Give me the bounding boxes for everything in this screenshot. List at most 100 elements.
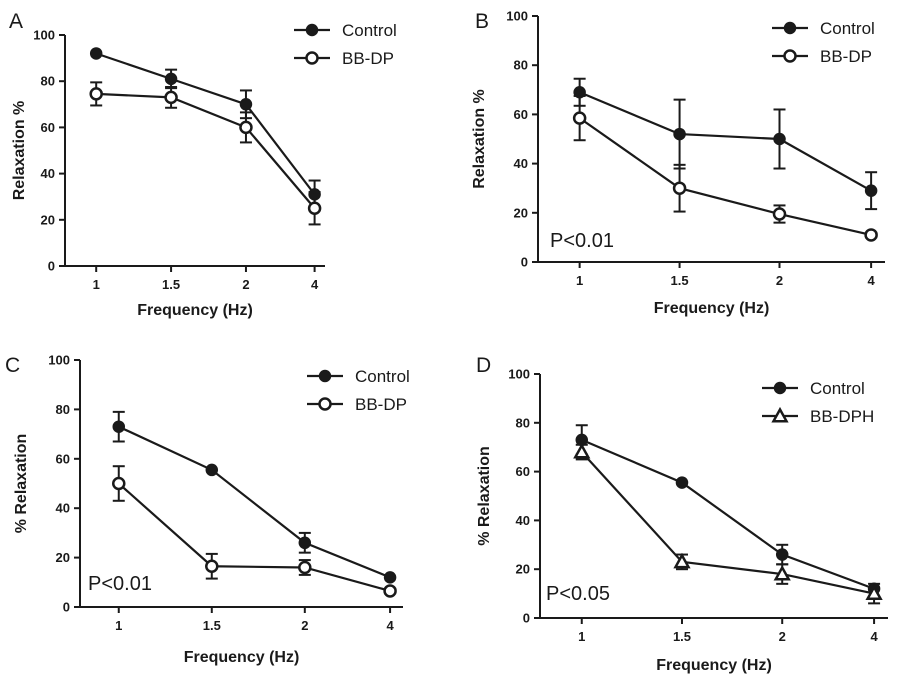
panel-a-ytick-label: 20: [41, 212, 55, 227]
panel-b-ytick-label: 0: [521, 255, 528, 270]
panel-d-ytick-label: 80: [516, 415, 530, 430]
panel-c-xtick-label: 1.5: [203, 618, 221, 633]
panel-a-ytick-label: 80: [41, 74, 55, 89]
panel-c-xtick-label: 1: [115, 618, 122, 633]
panel-d-xtick-label: 1.5: [673, 629, 691, 644]
panel-a-label: A: [9, 10, 23, 33]
panel-b-series-bb-dp-point: [672, 181, 687, 195]
panel-d-series-control-point: [775, 548, 789, 561]
panel-c-legend-label: Control: [355, 367, 410, 386]
panel-b-p-value: P<0.01: [550, 230, 614, 252]
panel-a-series-control-point: [239, 98, 253, 111]
panel-c-x-title: Frequency (Hz): [184, 649, 300, 666]
panel-a-x-title: Frequency (Hz): [137, 302, 253, 319]
panel-d-ytick-label: 60: [516, 464, 530, 479]
panel-d-series-bb-dph-point: [673, 552, 691, 569]
panel-b-ytick-label: 20: [514, 205, 528, 220]
panel-a-y-title: Relaxation %: [11, 101, 28, 201]
panel-b-ytick-label: 40: [514, 156, 528, 171]
panel-b-legend-label: Control: [820, 19, 875, 38]
panel-c-series-bb-dp-point: [205, 559, 219, 573]
panel-c-ytick-label: 100: [48, 353, 70, 368]
panel-a-xtick-label: 1.5: [162, 277, 180, 292]
panel-b-series-control-point: [773, 132, 786, 146]
panel-b-legend-marker: [783, 21, 797, 35]
panel-a-ytick-label: 0: [48, 259, 55, 274]
panel-a-series-bb-dp-point: [239, 120, 253, 135]
panel-d-ytick-label: 40: [516, 513, 530, 528]
panel-a-series-bb-dp-line: [96, 92, 316, 209]
panel-a-series-bb-dp-point: [307, 201, 322, 215]
panel-b-xtick-label: 2: [776, 273, 783, 288]
panel-b-x-title: Frequency (Hz): [654, 300, 770, 317]
panel-c-series-control-point: [383, 571, 397, 584]
panel-c-series-control-line: [118, 425, 391, 579]
panel-a-series-bb-dp-point: [89, 87, 103, 101]
panel-c-legend-label: BB-DP: [355, 395, 407, 414]
panel-d-xtick-label: 4: [870, 629, 878, 644]
panel-c-series-control-point: [205, 463, 219, 477]
panel-d-series-bb-dph-point: [865, 584, 883, 601]
panel-b-legend-label: BB-DP: [820, 47, 872, 66]
panel-a-legend-marker: [305, 23, 319, 37]
panel-c-xtick-label: 2: [301, 618, 308, 633]
panel-d-legend-marker: [773, 381, 787, 395]
panel-b-y-title: Relaxation %: [471, 89, 488, 189]
panel-c-legend-marker: [318, 369, 332, 383]
panel-c-legend-marker: [318, 397, 332, 411]
panel-c-ytick-label: 80: [56, 402, 70, 417]
panel-b-series-control-line: [579, 91, 872, 192]
panel-d-y-title: % Relaxation: [476, 446, 493, 546]
panel-a-series-control-line: [95, 52, 316, 196]
panel-a-legend-marker: [305, 51, 319, 65]
panel-c-p-value: P<0.01: [88, 573, 152, 595]
panel-d-series-control-point: [675, 476, 689, 489]
panel-d-xtick-label: 2: [779, 629, 786, 644]
panel-a-ytick-label: 100: [33, 28, 55, 43]
panel-a-ytick-label: 60: [41, 120, 55, 135]
panel-b-series-control-point: [864, 184, 878, 197]
panel-c-series-bb-dp-line: [118, 482, 391, 593]
panel-d-ytick-label: 20: [516, 562, 530, 577]
panel-c-ytick-label: 0: [63, 600, 70, 615]
panel-b-series-bb-dp-point: [772, 207, 787, 221]
panel-c-label: C: [5, 354, 20, 377]
panel-c-y-title: % Relaxation: [13, 434, 30, 534]
panel-c-series-bb-dp-point: [112, 476, 126, 491]
panel-b-xtick-label: 4: [868, 273, 876, 288]
panel-c-ytick-label: 40: [56, 501, 70, 516]
panel-a-series-control-point: [89, 47, 103, 60]
panel-a-series-control-point: [164, 72, 178, 86]
panel-b-label: B: [475, 10, 489, 33]
panel-c-series-bb-dp-point: [298, 560, 312, 575]
panel-b-ytick-label: 60: [514, 107, 528, 122]
panel-d-label: D: [476, 354, 491, 377]
panel-d-legend-label: Control: [810, 379, 865, 398]
panel-b-series-bb-dp-line: [579, 117, 872, 237]
panel-d-p-value: P<0.05: [546, 583, 610, 605]
panel-c-xtick-label: 4: [386, 618, 394, 633]
panel-a-series-bb-dp-point: [164, 90, 178, 105]
panel-d-series-bb-dph-point: [773, 565, 791, 581]
panel-c-series-control-point: [112, 420, 126, 433]
panel-d-series-control-line: [581, 438, 875, 590]
panel-b-xtick-label: 1: [576, 273, 583, 288]
panel-d-legend-marker: [771, 406, 789, 423]
panel-b-series-bb-dp-point: [572, 111, 587, 125]
panel-b-ytick-label: 100: [506, 9, 528, 24]
panel-c-series-bb-dp-point: [383, 584, 397, 598]
panel-a-legend-label: Control: [342, 21, 397, 40]
panel-d-xtick-label: 1: [578, 629, 585, 644]
panel-d-ytick-label: 0: [523, 611, 530, 626]
panel-a-xtick-label: 4: [311, 277, 319, 292]
panel-d-x-title: Frequency (Hz): [656, 657, 772, 674]
panel-a-xtick-label: 2: [242, 277, 249, 292]
panel-b-series-control-point: [673, 127, 686, 141]
panel-a-legend-label: BB-DP: [342, 49, 394, 68]
panel-a-ytick-label: 40: [41, 166, 55, 181]
panel-c-ytick-label: 60: [56, 451, 70, 466]
panel-d-ytick-label: 100: [508, 367, 530, 382]
panel-b-series-bb-dp-point: [864, 228, 878, 242]
panel-b-ytick-label: 80: [514, 58, 528, 73]
